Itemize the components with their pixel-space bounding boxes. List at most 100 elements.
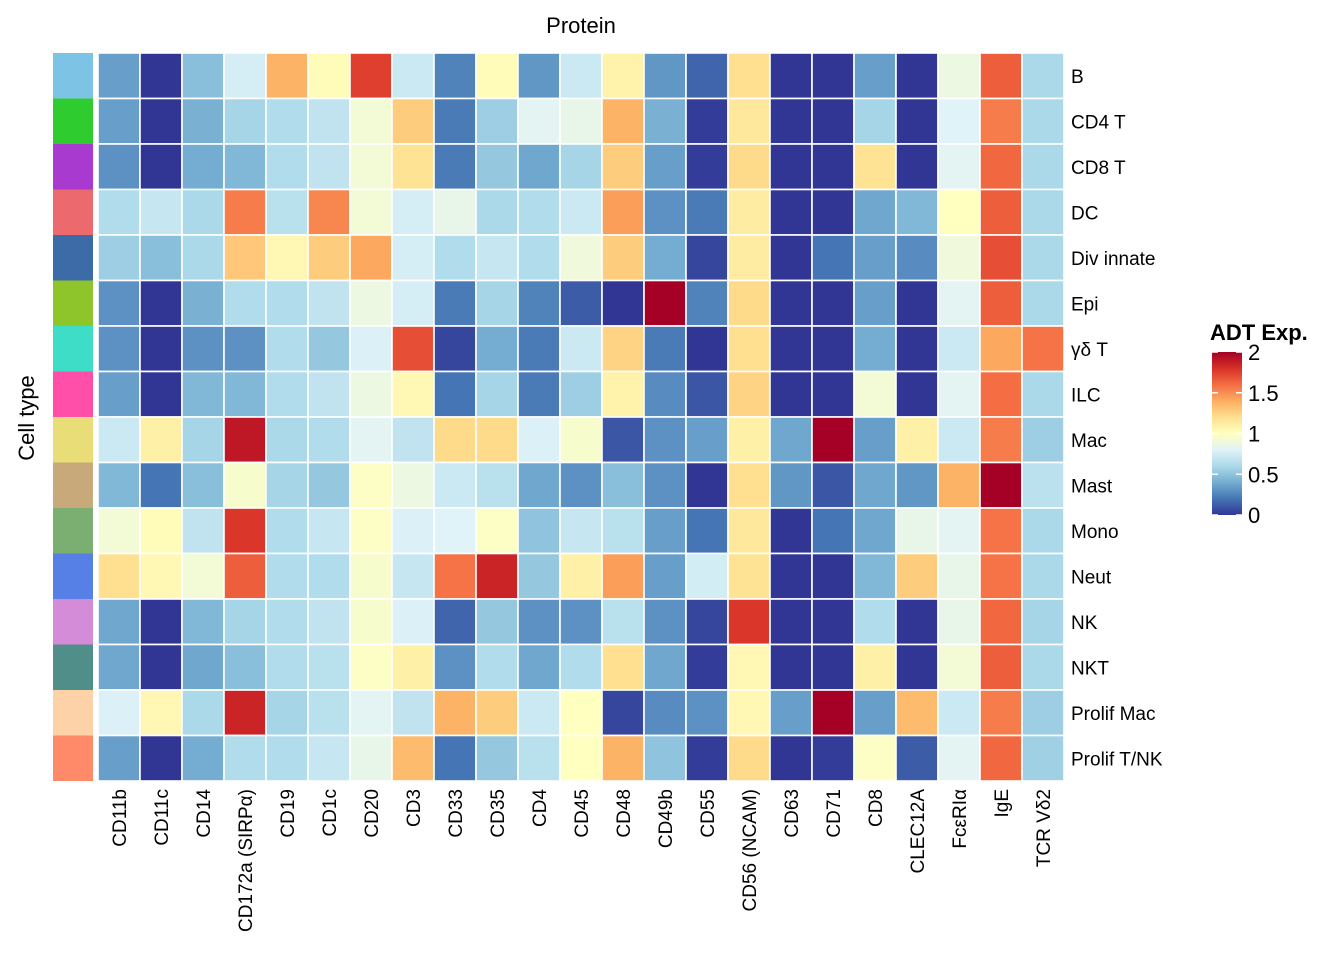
heatmap-cell (223, 143, 267, 191)
heatmap-cell (139, 279, 183, 327)
heatmap-cell (937, 325, 981, 373)
heatmap-cell (895, 279, 939, 327)
heatmap-cell (139, 370, 183, 418)
heatmap-cell (265, 734, 309, 782)
heatmap-cell (1021, 143, 1065, 191)
heatmap-cell (769, 370, 813, 418)
row-label: NK (1071, 613, 1098, 634)
heatmap-cell (559, 598, 603, 646)
heatmap-cell (559, 461, 603, 509)
row-annotation-swatch (53, 508, 93, 554)
heatmap-cell (895, 52, 939, 100)
heatmap-cell (643, 370, 687, 418)
row-annotation-swatch (53, 417, 93, 463)
heatmap-cell (97, 689, 141, 737)
heatmap-cell (937, 689, 981, 737)
row-annotation-swatch (53, 53, 93, 99)
heatmap-cell (643, 734, 687, 782)
heatmap-cell (601, 52, 645, 100)
heatmap-cell (685, 461, 729, 509)
row-label: Prolif T/NK (1071, 749, 1163, 770)
heatmap-cell (685, 598, 729, 646)
row-label: Div innate (1071, 249, 1156, 270)
heatmap-cell (937, 97, 981, 145)
heatmap-cell (181, 370, 225, 418)
heatmap-cell (391, 188, 435, 236)
row-annotation-swatch (53, 280, 93, 326)
heatmap-cell (727, 734, 771, 782)
heatmap-cell (265, 416, 309, 464)
color-legend: ADT Exp. 0 0.5 1 1.5 2 (1210, 320, 1308, 528)
heatmap-cell (265, 97, 309, 145)
heatmap-cell (349, 461, 393, 509)
heatmap-cell (643, 234, 687, 282)
heatmap-cell (853, 416, 897, 464)
heatmap-cell (895, 643, 939, 691)
heatmap-cell (643, 552, 687, 600)
heatmap-cell (559, 507, 603, 555)
heatmap-cell (979, 689, 1023, 737)
heatmap-cell (895, 143, 939, 191)
heatmap-cell (685, 734, 729, 782)
heatmap-cell (97, 279, 141, 327)
heatmap-cell (265, 643, 309, 691)
column-label: CD45 (572, 789, 593, 838)
heatmap-cell (307, 461, 351, 509)
heatmap-cell (139, 734, 183, 782)
heatmap-cell (517, 643, 561, 691)
heatmap-cell (139, 188, 183, 236)
row-label: DC (1071, 203, 1098, 224)
heatmap-cell (223, 279, 267, 327)
heatmap-cell (391, 325, 435, 373)
row-annotation-swatch (53, 144, 93, 190)
heatmap-cell (475, 188, 519, 236)
heatmap-cell (433, 552, 477, 600)
heatmap-cell (475, 598, 519, 646)
column-label: FcεRIα (950, 789, 971, 849)
heatmap-cell (181, 734, 225, 782)
heatmap-cell (937, 643, 981, 691)
heatmap-cell (517, 552, 561, 600)
heatmap-cell (391, 734, 435, 782)
heatmap-cell (475, 279, 519, 327)
column-label: CD49b (656, 789, 677, 848)
column-labels: CD11b CD11c CD14 CD172a (SIRPα) CD19 CD1c CD20… (110, 789, 1055, 932)
heatmap-cell (853, 734, 897, 782)
column-label: CLEC12A (908, 789, 929, 874)
heatmap-cell (97, 461, 141, 509)
heatmap-cell (727, 507, 771, 555)
heatmap-cell (979, 416, 1023, 464)
row-label: Prolif Mac (1071, 704, 1155, 725)
legend-tick-label: 0.5 (1248, 462, 1279, 487)
heatmap-cell (433, 97, 477, 145)
row-annotation-swatch (53, 599, 93, 645)
heatmap-cell (601, 234, 645, 282)
heatmap-cell (391, 97, 435, 145)
heatmap-cell (181, 643, 225, 691)
column-label: CD48 (614, 789, 635, 838)
heatmap-cell (937, 143, 981, 191)
row-label: B (1071, 67, 1084, 88)
heatmap-cell (307, 97, 351, 145)
heatmap-cell (1021, 598, 1065, 646)
heatmap-cell (433, 461, 477, 509)
heatmap-cell (979, 143, 1023, 191)
heatmap-cell (643, 507, 687, 555)
heatmap-cell (97, 507, 141, 555)
heatmap-cell (769, 643, 813, 691)
heatmap-cell (223, 97, 267, 145)
heatmap-cell (643, 325, 687, 373)
heatmap-cell (601, 643, 645, 691)
heatmap-cell (433, 188, 477, 236)
heatmap-cell (391, 234, 435, 282)
heatmap-cell (559, 552, 603, 600)
column-label: IgE (992, 789, 1013, 818)
heatmap-cell (853, 552, 897, 600)
heatmap-cell (559, 734, 603, 782)
heatmap-cell (97, 188, 141, 236)
heatmap-cell (853, 689, 897, 737)
heatmap-cell (349, 734, 393, 782)
heatmap-cell (937, 461, 981, 509)
heatmap-cell (307, 279, 351, 327)
heatmap-cell (727, 552, 771, 600)
